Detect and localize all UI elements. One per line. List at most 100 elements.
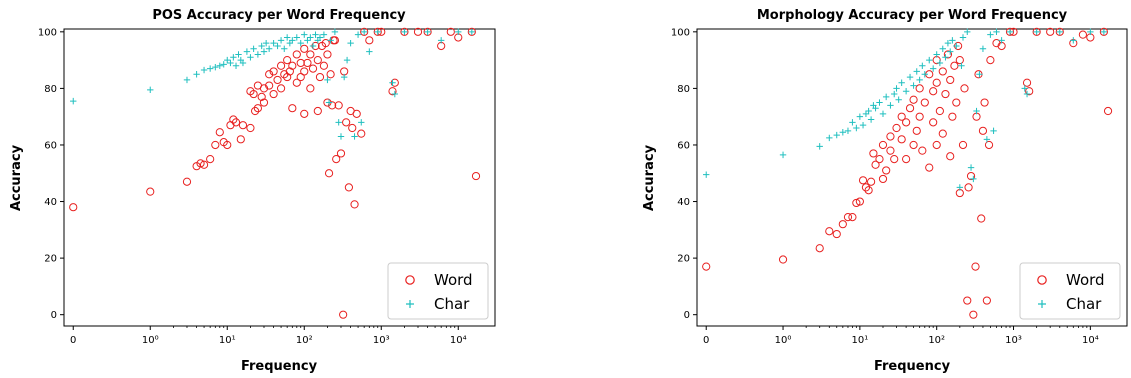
char-point (987, 31, 994, 38)
char-point (331, 28, 339, 36)
char-point (956, 184, 964, 191)
word-point (977, 214, 986, 223)
char-point (953, 42, 960, 50)
word-point (1078, 30, 1087, 39)
char-point (859, 121, 867, 129)
char-point (942, 54, 949, 61)
word-point (852, 198, 861, 208)
word-point (1005, 27, 1015, 36)
word-point (303, 58, 312, 68)
word-point (146, 187, 155, 196)
char-point (258, 42, 265, 50)
char-point (343, 56, 351, 64)
word-point (878, 140, 888, 150)
char-point (340, 73, 348, 81)
word-point (471, 171, 481, 181)
word-point (838, 220, 847, 229)
char-point (224, 56, 231, 64)
char-point (270, 39, 277, 47)
char-point (902, 88, 910, 95)
morphology-accuracy-chart: Morphology Accuracy per Word Frequency F… (642, 8, 1128, 374)
char-point (220, 61, 227, 68)
word-point (300, 44, 309, 53)
y-tick-label: 20 (44, 254, 57, 265)
char-point (297, 39, 304, 47)
word-point (902, 155, 911, 164)
char-point (183, 76, 191, 84)
word-point (253, 104, 262, 113)
word-point (273, 75, 282, 85)
word-point (69, 203, 78, 212)
word-point (259, 98, 269, 107)
char-point (274, 42, 281, 50)
word-point (373, 27, 382, 36)
word-point (912, 126, 921, 135)
word-point (223, 140, 232, 150)
char-point (1021, 85, 1028, 92)
word-point (938, 67, 947, 76)
char-point (1033, 28, 1040, 36)
legend-label: Char (434, 295, 470, 313)
char-point (929, 65, 937, 72)
word-point (283, 56, 292, 65)
char-point (959, 34, 967, 41)
word-point (843, 213, 853, 222)
char-point (816, 143, 823, 150)
char-point (944, 39, 952, 47)
word-point (963, 296, 972, 305)
word-point (285, 67, 294, 76)
char-point (865, 107, 872, 115)
legend-label: Char (1066, 295, 1102, 313)
char-point (216, 62, 223, 69)
char-point (358, 119, 365, 126)
char-point (853, 124, 860, 132)
char-point (876, 99, 883, 106)
word-point (905, 104, 915, 113)
char-point (360, 28, 368, 36)
char-point (1070, 37, 1077, 44)
char-point (277, 37, 285, 44)
char-point (227, 59, 234, 67)
char-point (973, 107, 980, 115)
word-point (182, 177, 192, 186)
char-point (891, 90, 898, 98)
word-point (966, 171, 976, 181)
word-point (342, 118, 351, 127)
word-point (332, 155, 341, 164)
word-point (815, 244, 824, 253)
word-point (313, 106, 322, 116)
char-point (260, 48, 268, 55)
char-point (898, 79, 905, 86)
char-point (867, 116, 875, 123)
char-point (983, 136, 991, 143)
y-tick-label: 40 (677, 197, 690, 208)
char-point (230, 54, 237, 61)
char-point (325, 99, 333, 106)
legend: Word Char (1019, 262, 1121, 320)
word-point (915, 84, 924, 93)
word-point (848, 213, 857, 222)
word-point (321, 39, 330, 48)
word-point (339, 310, 348, 319)
x-tick-label: 10⁴ (450, 335, 467, 346)
word-point (882, 166, 891, 175)
word-point (971, 262, 980, 271)
word-point (890, 155, 899, 164)
char-point (232, 62, 240, 69)
y-tick-label: 60 (44, 140, 57, 151)
word-point (943, 50, 953, 59)
word-point (825, 227, 834, 236)
char-point (239, 59, 247, 67)
word-point (866, 177, 876, 186)
axes-frame (63, 28, 496, 327)
char-point (993, 28, 1000, 36)
y-tick-label: 100 (38, 27, 57, 38)
char-point (979, 45, 987, 52)
word-point (920, 98, 929, 107)
word-point (855, 197, 864, 206)
word-point (980, 98, 989, 107)
word-point (196, 159, 205, 168)
char-point (872, 105, 879, 112)
char-point (200, 66, 208, 74)
